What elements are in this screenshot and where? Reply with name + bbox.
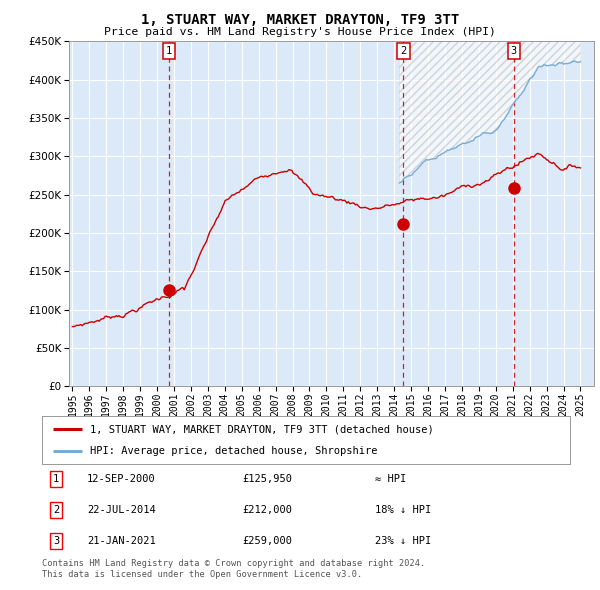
Text: 2: 2 xyxy=(53,506,59,515)
Text: 18% ↓ HPI: 18% ↓ HPI xyxy=(374,506,431,515)
Text: 2: 2 xyxy=(400,46,407,56)
Text: 23% ↓ HPI: 23% ↓ HPI xyxy=(374,536,431,546)
Text: HPI: Average price, detached house, Shropshire: HPI: Average price, detached house, Shro… xyxy=(89,446,377,456)
Text: 1: 1 xyxy=(53,474,59,484)
Polygon shape xyxy=(400,41,580,183)
Text: ≈ HPI: ≈ HPI xyxy=(374,474,406,484)
Text: 3: 3 xyxy=(511,46,517,56)
Text: Price paid vs. HM Land Registry's House Price Index (HPI): Price paid vs. HM Land Registry's House … xyxy=(104,27,496,37)
Text: 1, STUART WAY, MARKET DRAYTON, TF9 3TT: 1, STUART WAY, MARKET DRAYTON, TF9 3TT xyxy=(141,13,459,27)
Text: 22-JUL-2014: 22-JUL-2014 xyxy=(87,506,155,515)
Text: 1: 1 xyxy=(166,46,172,56)
Text: £259,000: £259,000 xyxy=(242,536,293,546)
Text: 1, STUART WAY, MARKET DRAYTON, TF9 3TT (detached house): 1, STUART WAY, MARKET DRAYTON, TF9 3TT (… xyxy=(89,424,433,434)
Text: £212,000: £212,000 xyxy=(242,506,293,515)
Text: 21-JAN-2021: 21-JAN-2021 xyxy=(87,536,155,546)
Text: This data is licensed under the Open Government Licence v3.0.: This data is licensed under the Open Gov… xyxy=(42,571,362,579)
Text: 12-SEP-2000: 12-SEP-2000 xyxy=(87,474,155,484)
Text: 3: 3 xyxy=(53,536,59,546)
Text: Contains HM Land Registry data © Crown copyright and database right 2024.: Contains HM Land Registry data © Crown c… xyxy=(42,559,425,568)
Text: £125,950: £125,950 xyxy=(242,474,293,484)
